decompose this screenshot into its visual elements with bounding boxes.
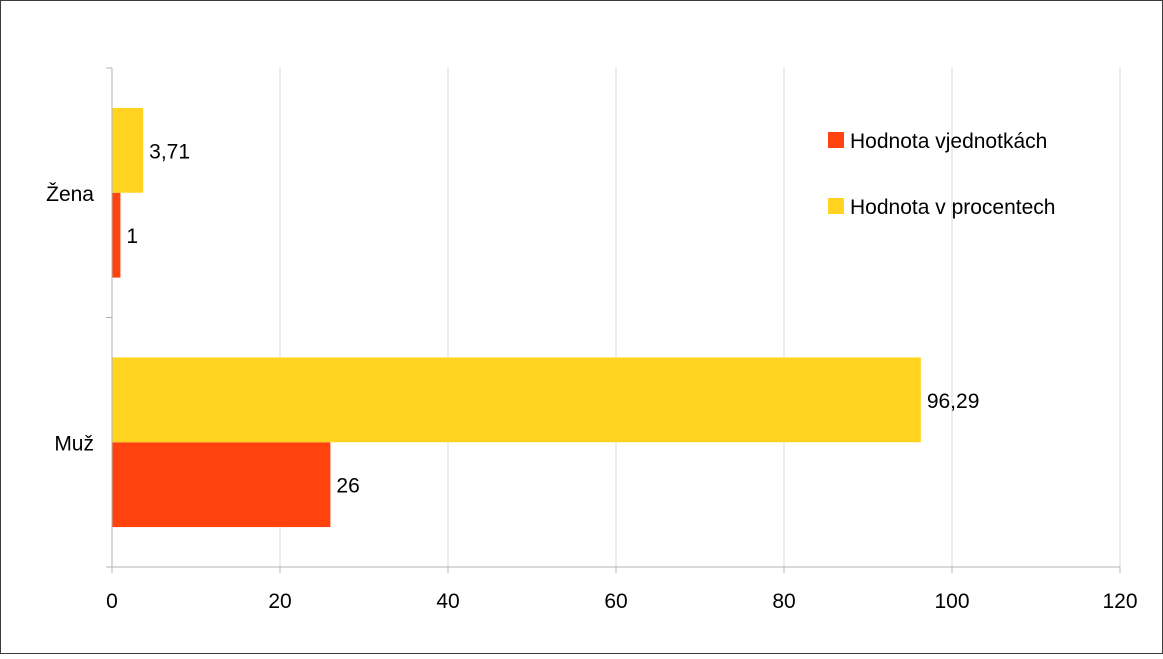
legend-label: Hodnota v procentech — [850, 196, 1055, 219]
bar-units — [112, 192, 121, 278]
x-tick-label: 60 — [604, 590, 627, 613]
bar-units — [112, 442, 331, 528]
legend-swatch — [828, 198, 844, 214]
legend-label: Hodnota vjednotkách — [850, 130, 1047, 153]
bar-percent — [112, 107, 144, 193]
x-tick-label: 40 — [436, 590, 459, 613]
legend-swatch — [828, 132, 844, 148]
x-tick-label: 0 — [106, 590, 118, 613]
data-label: 1 — [126, 225, 138, 248]
labels: 0 20 40 60 80 100 120 Žena 1 3,71 Muž 26 96,29 — [46, 140, 1137, 613]
category-label: Žena — [46, 183, 94, 206]
x-tick-label: 20 — [268, 590, 291, 613]
data-label: 26 — [336, 475, 359, 498]
category-label: Muž — [54, 432, 94, 455]
axes — [106, 67, 1121, 573]
x-tick-label: 120 — [1102, 590, 1137, 613]
legend: Hodnota vjednotkách Hodnota v procentech — [828, 130, 1055, 219]
x-tick-label: 80 — [772, 590, 795, 613]
bars — [112, 107, 921, 528]
x-tick-label: 100 — [934, 590, 969, 613]
bar-percent — [112, 357, 921, 443]
data-label: 96,29 — [927, 390, 980, 413]
data-label: 3,71 — [149, 140, 190, 163]
